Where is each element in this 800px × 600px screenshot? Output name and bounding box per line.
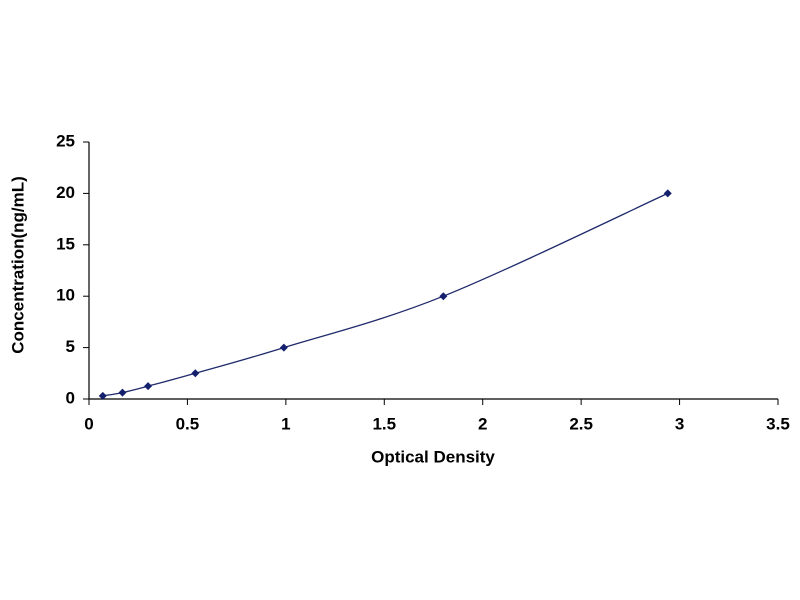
y-tick-label: 20 [56,183,75,202]
data-point [118,388,127,397]
x-tick-label: 0 [84,414,93,433]
y-axis-label: Concentration(ng/mL) [8,176,27,354]
x-tick-label: 3 [675,414,684,433]
x-tick-label: 1 [281,414,290,433]
x-tick-label: 0.5 [176,414,200,433]
y-tick-label: 15 [56,234,75,253]
y-tick-label: 25 [56,131,75,150]
x-tick-label: 2.5 [569,414,593,433]
y-tick-label: 5 [66,337,75,356]
curve [102,192,669,397]
data-point [98,391,107,400]
x-axis-label: Optical Density [371,447,495,466]
data-point [144,382,153,391]
x-tick-label: 3.5 [766,414,790,433]
x-tick-label: 2 [478,414,487,433]
data-point [279,343,288,352]
data-point [191,369,200,378]
y-tick-label: 0 [66,388,75,407]
x-tick-label: 1.5 [372,414,396,433]
data-point [663,189,672,198]
y-tick-label: 10 [56,286,75,305]
data-point [439,292,448,301]
